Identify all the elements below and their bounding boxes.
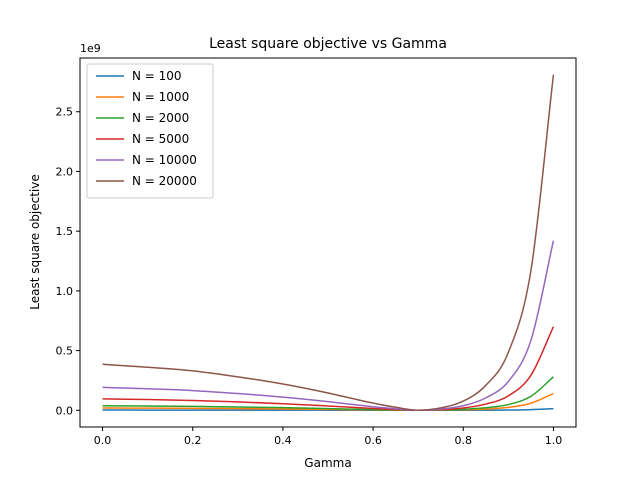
x-axis: 0.0 0.2 0.4 0.6 0.8 1.0 [94, 427, 562, 447]
legend-label: N = 1000 [132, 90, 189, 104]
legend: N = 100 N = 1000 N = 2000 N = 5000 N = 10000… [86, 63, 214, 199]
series-line-6 [102, 74, 555, 412]
x-tick-label: 0.2 [184, 434, 202, 447]
y-tick-label: 1.0 [56, 285, 74, 298]
y-axis: 0.0 0.5 1.0 1.5 2.0 2.5 [56, 106, 80, 417]
y-offset-label: 1e9 [80, 42, 101, 55]
x-tick-label: 0.0 [94, 434, 112, 447]
x-tick-label: 0.4 [274, 434, 292, 447]
legend-label: N = 5000 [132, 132, 189, 146]
legend-label: N = 10000 [132, 153, 197, 167]
y-tick-label: 2.0 [56, 165, 74, 178]
x-tick-label: 0.6 [364, 434, 382, 447]
legend-label: N = 20000 [132, 174, 197, 188]
legend-label: N = 2000 [132, 111, 189, 125]
x-tick-label: 0.8 [455, 434, 473, 447]
x-tick-label: 1.0 [545, 434, 563, 447]
y-tick-label: 0.0 [56, 404, 74, 417]
legend-label: N = 100 [132, 69, 182, 83]
axes-frame [79, 57, 577, 428]
y-axis-label: Least square objective [28, 174, 42, 309]
x-axis-label: Gamma [304, 456, 351, 470]
y-tick-label: 2.5 [56, 106, 74, 119]
y-tick-label: 0.5 [56, 345, 74, 358]
chart-title: Least square objective vs Gamma [209, 36, 447, 52]
series-line-5 [102, 240, 555, 412]
plot-area [102, 74, 555, 412]
y-tick-label: 1.5 [56, 225, 74, 238]
